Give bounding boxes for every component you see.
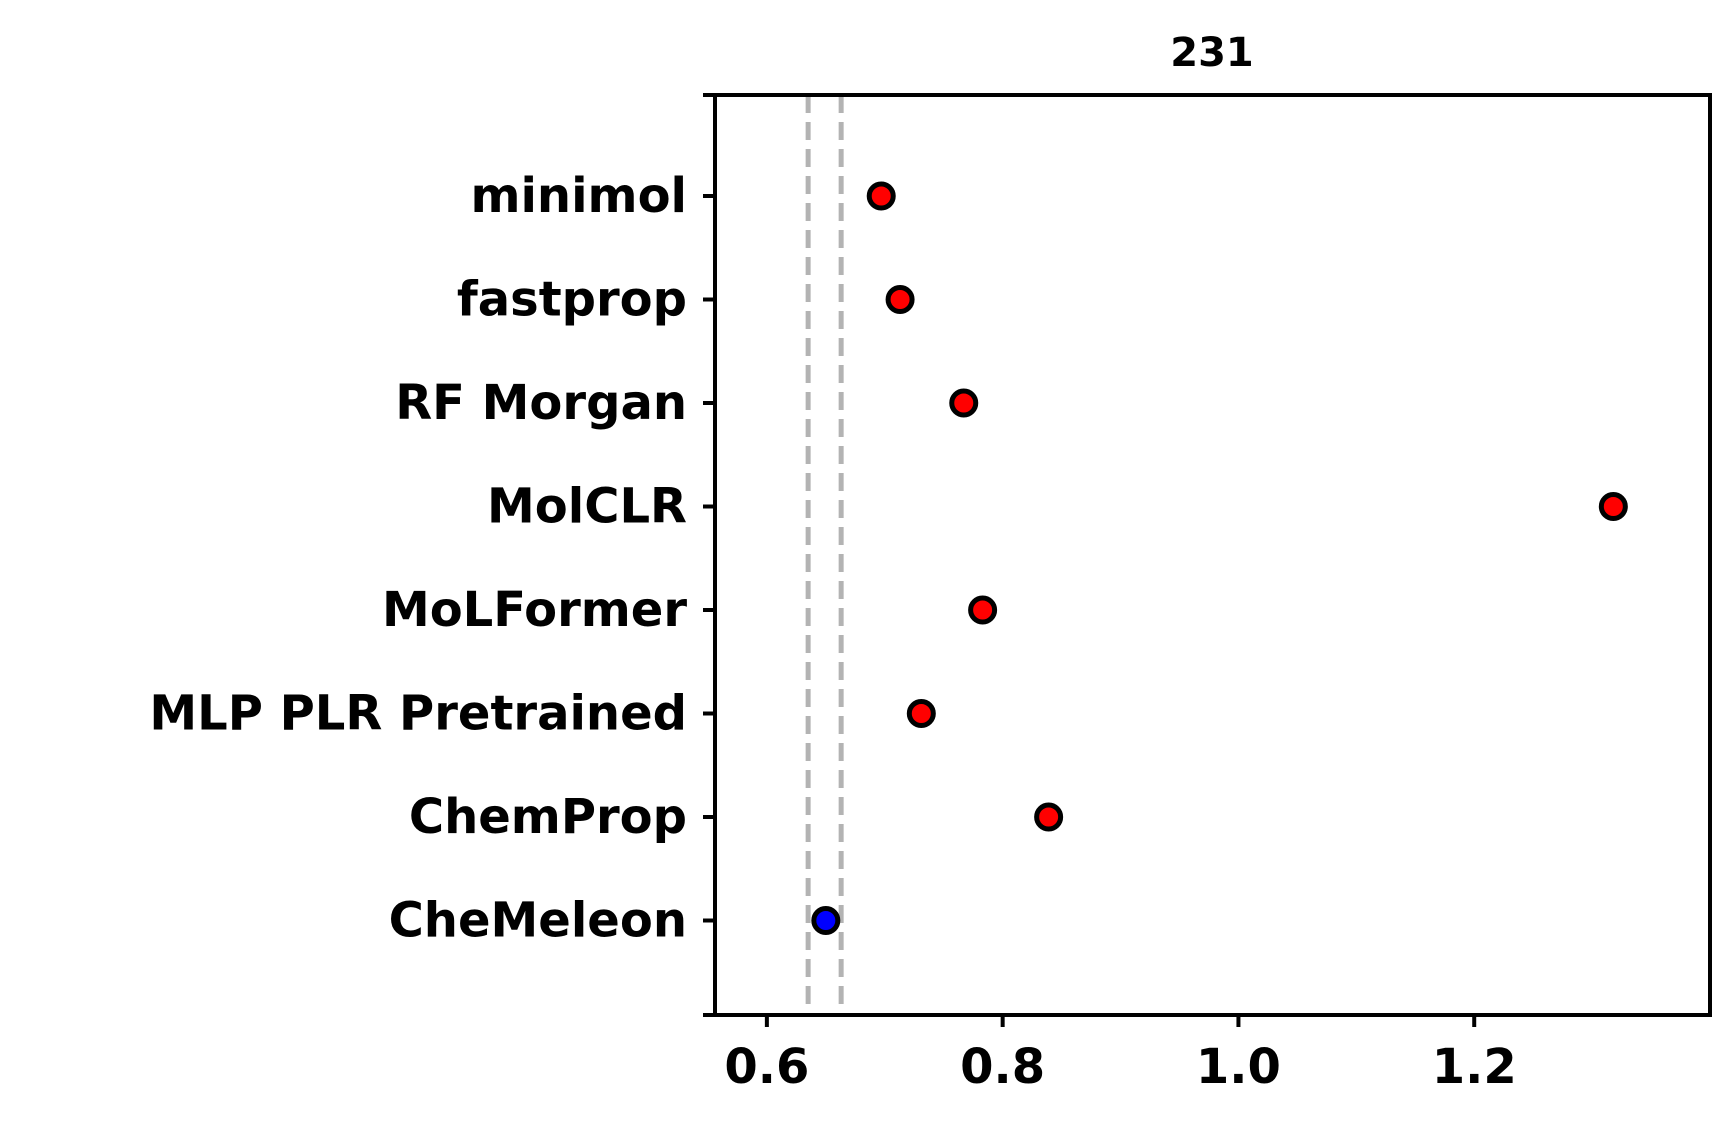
data-point: [1598, 492, 1628, 521]
data-point: [811, 906, 841, 935]
data-points: [811, 181, 1628, 935]
data-point: [968, 595, 998, 625]
y-tick-label: RF Morgan: [395, 375, 687, 431]
x-axis-ticks: 0.6 0.8 1.0 1.2: [724, 1015, 1517, 1095]
data-point: [1034, 802, 1064, 832]
plot-frame: [713, 93, 1712, 1017]
y-axis-ticks: minimol fastprop RF Morgan MolCLR MoLFormer M…: [149, 93, 715, 1017]
y-tick-label: MoLFormer: [382, 582, 687, 638]
y-tick-label: minimol: [470, 168, 687, 224]
y-tick-label: CheMeleon: [389, 893, 687, 949]
data-point: [949, 388, 979, 418]
y-tick-label: ChemProp: [409, 789, 687, 845]
y-tick-label: MolCLR: [487, 479, 687, 535]
x-tick-label: 0.8: [960, 1039, 1045, 1095]
x-tick-label: 1.0: [1196, 1039, 1281, 1095]
data-point: [906, 699, 936, 728]
data-point: [885, 285, 915, 314]
y-tick-label: MLP PLR Pretrained: [149, 686, 687, 742]
data-point: [866, 181, 896, 211]
reference-lines: [805, 95, 844, 1015]
y-tick-label: fastprop: [457, 272, 687, 328]
x-tick-label: 1.2: [1432, 1039, 1517, 1095]
chart-title: 231: [1170, 30, 1254, 76]
x-tick-label: 0.6: [724, 1039, 809, 1095]
